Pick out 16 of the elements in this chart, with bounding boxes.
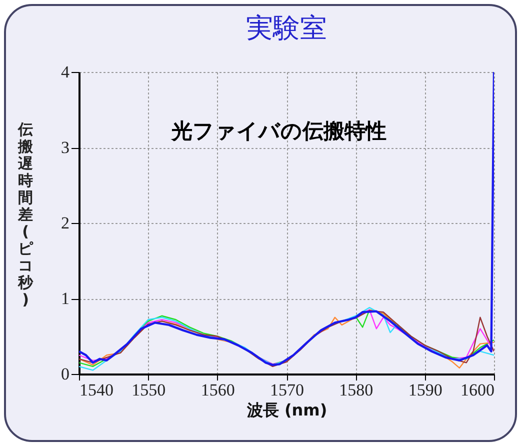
y-tick-label: 2	[61, 214, 70, 232]
y-tick-label: 1	[61, 289, 70, 308]
x-tick-label: 1540	[80, 380, 114, 400]
y-tick-label: 4	[61, 62, 70, 82]
x-tick-label: 1580	[339, 380, 374, 400]
chart-title: 実験室	[246, 13, 327, 44]
x-tick-label: 1600	[460, 380, 494, 400]
text: 伝搬遅時間差(ピコ秒)	[18, 120, 33, 308]
annotation: 光ファイバの伝搬特性	[170, 119, 386, 143]
y-tick-label: 0	[61, 364, 70, 384]
x-tick-label: 1550	[132, 380, 166, 400]
y-tick-label: 3	[61, 138, 70, 157]
x-tick-label: 1560	[200, 380, 235, 400]
x-tick-label: 1590	[408, 380, 442, 400]
x-axis-title: 波長 (nm)	[246, 400, 328, 420]
x-tick-label: 1570	[270, 380, 304, 400]
